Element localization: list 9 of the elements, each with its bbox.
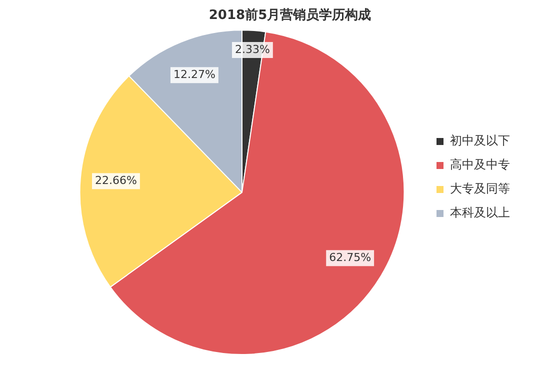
legend-label: 本科及以上 bbox=[450, 206, 510, 220]
data-label: 62.75% bbox=[329, 250, 372, 264]
legend-label: 高中及中专 bbox=[450, 158, 510, 172]
data-label: 2.33% bbox=[234, 42, 270, 56]
legend-label: 初中及以下 bbox=[450, 134, 510, 148]
legend-label: 大专及同等 bbox=[450, 182, 510, 196]
data-label: 12.27% bbox=[173, 68, 216, 81]
chart-title: 2018前5月营销员学历构成 bbox=[208, 7, 372, 24]
data-label: 22.66% bbox=[95, 174, 137, 188]
